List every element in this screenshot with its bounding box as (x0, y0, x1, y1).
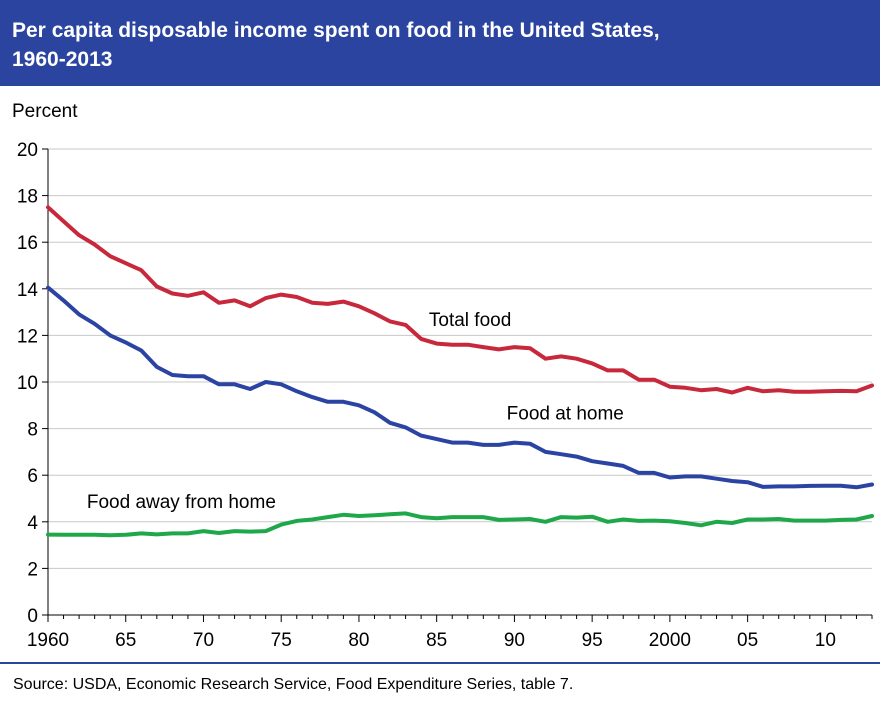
series-line-food-at-home (46, 285, 874, 490)
series-label-food-away-from-home: Food away from home (87, 492, 276, 513)
y-tick-label: 10 (17, 373, 38, 394)
x-tick-label: 75 (271, 630, 292, 651)
x-tick-label: 65 (115, 630, 136, 651)
grid-lines (48, 148, 872, 569)
source-footer: Source: USDA, Economic Research Service,… (0, 662, 880, 705)
y-tick-label: 6 (27, 466, 38, 487)
x-tick-label: 90 (504, 630, 525, 651)
y-axis-label: Percent (12, 101, 78, 122)
y-tick-labels: 0 2 4 6 8 10 12 14 16 18 20 (17, 140, 48, 627)
y-tick-label: 20 (17, 140, 38, 161)
x-tick-label: 1960 (27, 630, 69, 651)
chart-title-line-1: Per capita disposable income spent on fo… (12, 19, 660, 42)
x-tick-label: 2000 (649, 630, 691, 651)
y-tick-label: 12 (17, 326, 38, 347)
x-tick-label: 80 (348, 630, 369, 651)
series-labels: Total food Food at home Food away from hom… (87, 310, 624, 513)
series-line-food-away-from-home (46, 511, 874, 538)
x-tick-label: 85 (426, 630, 447, 651)
title-banner: Per capita disposable income spent on fo… (0, 0, 880, 86)
y-tick-label: 4 (27, 513, 38, 534)
series-line-total-food (46, 205, 874, 395)
y-tick-label: 2 (27, 559, 38, 580)
y-tick-label: 16 (17, 233, 38, 254)
chart-title-line-2: 1960-2013 (12, 48, 113, 71)
y-tick-label: 0 (27, 606, 38, 627)
y-tick-label: 14 (17, 280, 39, 301)
y-tick-label: 8 (27, 420, 38, 441)
source-note: Source: USDA, Economic Research Service,… (13, 676, 574, 693)
line-chart: Percent 0 2 4 6 8 10 12 14 16 18 20 1960 65 70 75 80 85… (12, 101, 874, 651)
series-label-food-at-home: Food at home (507, 403, 624, 424)
chart-title: Per capita disposable income spent on fo… (12, 16, 872, 74)
x-tick-label: 95 (582, 630, 603, 651)
x-axis: 1960 65 70 75 80 85 90 95 2000 05 10 (27, 149, 873, 651)
x-tick-label: 05 (737, 630, 758, 651)
x-tick-label: 70 (193, 630, 214, 651)
series-lines (46, 205, 874, 538)
series-label-total-food: Total food (429, 310, 511, 331)
y-tick-label: 18 (17, 187, 38, 208)
x-tick-label: 10 (815, 630, 836, 651)
